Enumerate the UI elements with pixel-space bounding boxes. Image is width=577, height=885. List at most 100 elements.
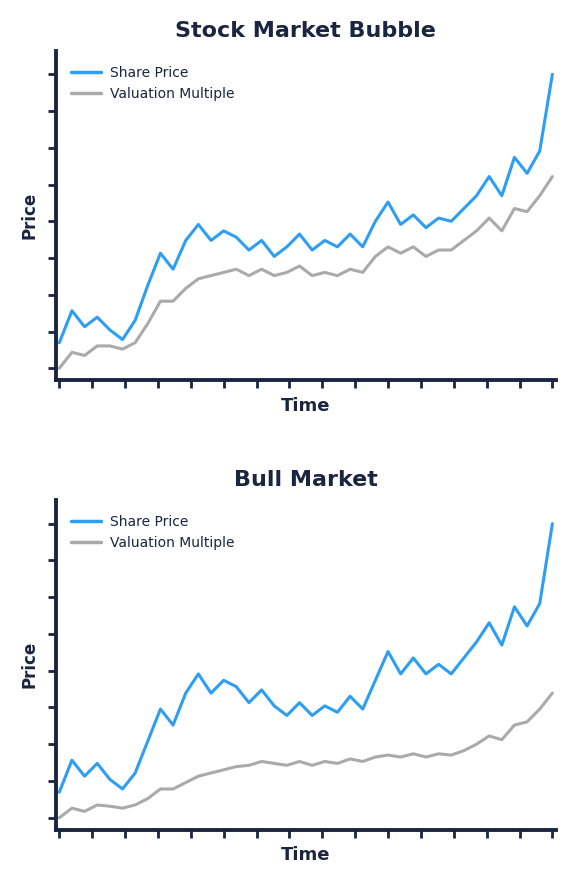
Valuation Multiple — [499, 226, 505, 236]
Share Price — [119, 783, 126, 794]
Valuation Multiple — [170, 783, 177, 794]
Valuation Multiple — [347, 754, 354, 765]
Valuation Multiple — [397, 248, 404, 258]
Line: Valuation Multiple: Valuation Multiple — [59, 693, 552, 818]
Share Price — [69, 305, 76, 316]
Valuation Multiple — [422, 751, 429, 762]
Valuation Multiple — [410, 749, 417, 759]
Valuation Multiple — [410, 242, 417, 252]
Valuation Multiple — [195, 771, 202, 781]
Legend: Share Price, Valuation Multiple: Share Price, Valuation Multiple — [62, 507, 242, 558]
Share Price — [81, 771, 88, 781]
Valuation Multiple — [397, 751, 404, 762]
Valuation Multiple — [448, 750, 455, 760]
Share Price — [69, 755, 76, 766]
Share Price — [536, 146, 543, 157]
Valuation Multiple — [296, 756, 303, 766]
Valuation Multiple — [309, 760, 316, 771]
Share Price — [195, 219, 202, 230]
Valuation Multiple — [549, 688, 556, 698]
Share Price — [422, 222, 429, 233]
Share Price — [309, 710, 316, 720]
Legend: Share Price, Valuation Multiple: Share Price, Valuation Multiple — [62, 58, 242, 109]
Valuation Multiple — [182, 283, 189, 294]
Share Price — [56, 337, 63, 348]
Share Price — [258, 685, 265, 696]
Share Price — [397, 668, 404, 679]
Valuation Multiple — [245, 760, 252, 771]
Share Price — [119, 335, 126, 345]
Share Price — [195, 668, 202, 679]
Valuation Multiple — [384, 242, 391, 252]
Share Price — [321, 701, 328, 712]
Valuation Multiple — [119, 343, 126, 354]
Valuation Multiple — [271, 758, 278, 769]
X-axis label: Time: Time — [281, 396, 331, 415]
Valuation Multiple — [69, 803, 76, 813]
Valuation Multiple — [321, 756, 328, 766]
Valuation Multiple — [119, 803, 126, 813]
Valuation Multiple — [384, 750, 391, 760]
Share Price — [220, 226, 227, 236]
Share Price — [473, 636, 480, 647]
Valuation Multiple — [435, 749, 442, 759]
Share Price — [460, 204, 467, 214]
Valuation Multiple — [549, 171, 556, 181]
Valuation Multiple — [448, 245, 455, 256]
Valuation Multiple — [56, 812, 63, 823]
Share Price — [549, 519, 556, 529]
Share Price — [170, 264, 177, 274]
Share Price — [473, 190, 480, 201]
Valuation Multiple — [523, 717, 530, 727]
Share Price — [271, 701, 278, 712]
Share Price — [220, 675, 227, 686]
Share Price — [245, 697, 252, 708]
Share Price — [410, 210, 417, 220]
Valuation Multiple — [359, 267, 366, 278]
Valuation Multiple — [536, 190, 543, 201]
Valuation Multiple — [233, 264, 240, 274]
Share Price — [511, 152, 518, 163]
Y-axis label: Price: Price — [21, 192, 39, 239]
Share Price — [448, 668, 455, 679]
Share Price — [321, 235, 328, 246]
Share Price — [182, 688, 189, 698]
Valuation Multiple — [511, 720, 518, 730]
Valuation Multiple — [220, 267, 227, 278]
Valuation Multiple — [283, 760, 290, 771]
Share Price — [372, 216, 379, 227]
Valuation Multiple — [220, 765, 227, 775]
Valuation Multiple — [372, 751, 379, 762]
Share Price — [410, 652, 417, 663]
Valuation Multiple — [321, 267, 328, 278]
Share Price — [208, 235, 215, 246]
Valuation Multiple — [536, 704, 543, 714]
Valuation Multiple — [460, 745, 467, 756]
Share Price — [309, 245, 316, 256]
Valuation Multiple — [208, 767, 215, 778]
Valuation Multiple — [435, 245, 442, 256]
Valuation Multiple — [473, 739, 480, 750]
Valuation Multiple — [195, 273, 202, 284]
Valuation Multiple — [309, 270, 316, 281]
Share Price — [460, 652, 467, 663]
Valuation Multiple — [233, 761, 240, 772]
Valuation Multiple — [347, 264, 354, 274]
Share Price — [384, 646, 391, 657]
Valuation Multiple — [56, 363, 63, 373]
Valuation Multiple — [283, 267, 290, 278]
Valuation Multiple — [258, 756, 265, 766]
Share Price — [435, 659, 442, 670]
Share Price — [536, 598, 543, 609]
Share Price — [384, 196, 391, 207]
Valuation Multiple — [132, 800, 138, 811]
Share Price — [435, 212, 442, 223]
Share Price — [422, 668, 429, 679]
Valuation Multiple — [258, 264, 265, 274]
Share Price — [296, 697, 303, 708]
Valuation Multiple — [499, 735, 505, 745]
Share Price — [486, 171, 493, 181]
Line: Share Price: Share Price — [59, 524, 552, 792]
Share Price — [182, 235, 189, 246]
Valuation Multiple — [182, 777, 189, 788]
